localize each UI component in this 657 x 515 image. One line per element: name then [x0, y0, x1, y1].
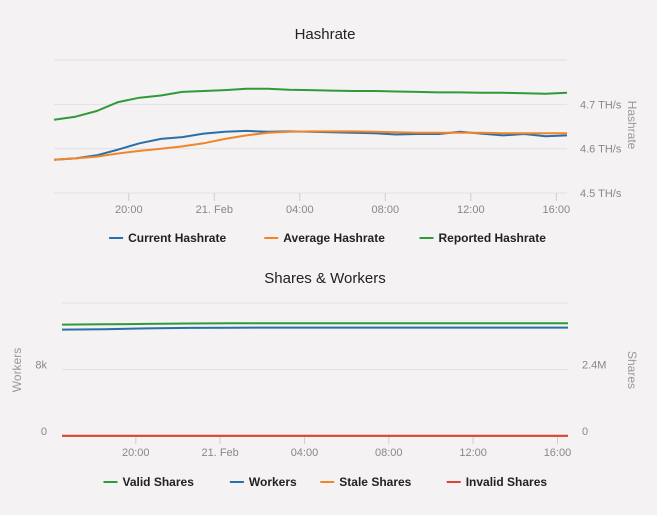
legend-label: Stale Shares — [339, 475, 411, 489]
y-right-tick-label: 2.4M — [582, 360, 606, 372]
legend-item-workers[interactable]: Workers — [229, 475, 297, 489]
series-line-average-hashrate — [53, 130, 567, 161]
y-left-tick-label: 0 — [41, 426, 47, 438]
x-tick-label: 08:00 — [372, 204, 400, 216]
y-tick-label: 4.7 TH/s — [580, 99, 622, 111]
x-tick-label: 12:00 — [457, 204, 485, 216]
legend-label: Average Hashrate — [283, 231, 385, 245]
legend-label: Valid Shares — [123, 475, 195, 489]
legend-label: Workers — [249, 475, 297, 489]
legend-item-invalid-shares[interactable]: Invalid Shares — [446, 475, 548, 489]
y-axis-title: Hashrate — [625, 101, 639, 150]
legend-item-stale-shares[interactable]: Stale Shares — [320, 475, 412, 489]
legend-label: Current Hashrate — [128, 231, 226, 245]
x-tick-label: 04:00 — [286, 204, 314, 216]
x-tick-label: 12:00 — [459, 447, 487, 459]
series-line-valid-shares — [61, 322, 568, 326]
chart-title: Hashrate — [295, 26, 356, 43]
y-right-axis-title: Shares — [625, 351, 639, 389]
legend-item-current-hashrate[interactable]: Current Hashrate — [109, 231, 226, 245]
x-tick-label: 16:00 — [543, 204, 571, 216]
chart-title: Shares & Workers — [264, 270, 385, 287]
x-tick-label: 08:00 — [375, 447, 403, 459]
y-tick-label: 4.5 TH/s — [580, 188, 622, 200]
y-right-tick-label: 0 — [582, 426, 588, 438]
legend-item-reported-hashrate[interactable]: Reported Hashrate — [419, 231, 547, 245]
x-tick-label: 21. Feb — [201, 447, 238, 459]
legend-label: Reported Hashrate — [439, 231, 547, 245]
x-tick-label: 04:00 — [291, 447, 319, 459]
x-tick-label: 20:00 — [115, 204, 143, 216]
y-tick-label: 4.6 TH/s — [580, 144, 622, 156]
legend-label: Invalid Shares — [466, 475, 548, 489]
series-line-reported-hashrate — [53, 87, 568, 121]
legend-item-average-hashrate[interactable]: Average Hashrate — [264, 231, 385, 245]
y-left-axis-title: Workers — [10, 348, 24, 392]
series-line-current-hashrate — [53, 129, 568, 161]
x-tick-label: 20:00 — [122, 447, 150, 459]
y-left-tick-label: 8k — [35, 360, 47, 372]
series-line-workers — [61, 326, 568, 331]
legend-item-valid-shares[interactable]: Valid Shares — [103, 475, 195, 489]
x-tick-label: 21. Feb — [196, 204, 233, 216]
x-tick-label: 16:00 — [544, 447, 572, 459]
